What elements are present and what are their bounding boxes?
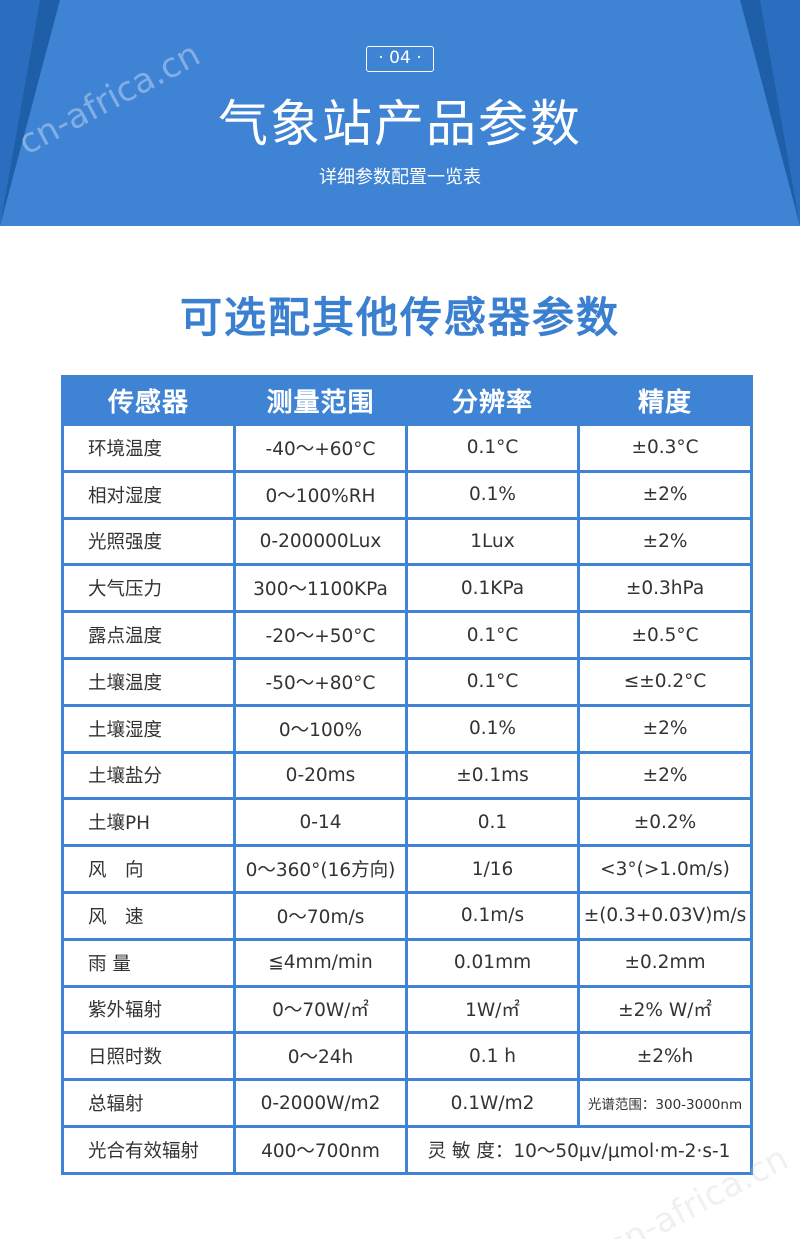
table-row: 土壤湿度 0～100% 0.1% ±2% <box>61 703 753 754</box>
table-row: 紫外辐射 0～70W/㎡ 1W/㎡ ±2% W/㎡ <box>61 984 753 1035</box>
table-row: 露点温度 -20～+50°C 0.1°C ±0.5°C <box>61 610 753 660</box>
cell-resolution: 1W/㎡ <box>405 984 580 1035</box>
table-row: 风 向 0～360°(16方向) 1/16 <3°(>1.0m/s) <box>61 844 753 894</box>
cell-resolution: 0.1% <box>405 469 580 520</box>
header-sensor: 传感器 <box>61 375 236 426</box>
cell-accuracy: ±2% <box>577 516 753 567</box>
cell-accuracy: ≤±0.2°C <box>577 656 753 707</box>
table-row: 环境温度 -40～+60°C 0.1°C ±0.3°C <box>61 423 753 473</box>
cell-range: 0-20ms <box>233 750 408 801</box>
cell-sensor: 雨 量 <box>61 937 236 988</box>
cell-resolution: 0.1°C <box>405 656 580 707</box>
cell-range: 0-14 <box>233 797 408 848</box>
cell-resolution: 1/16 <box>405 844 580 894</box>
cell-sensor: 风 速 <box>61 890 236 941</box>
cell-resolution: 0.1m/s <box>405 890 580 941</box>
cell-resolution: 0.1°C <box>405 423 580 473</box>
cell-accuracy: ±0.5°C <box>577 610 753 660</box>
sensor-spec-table: 传感器 测量范围 分辨率 精度 环境温度 -40～+60°C 0.1°C ±0.3°C… <box>61 375 753 1175</box>
cell-accuracy: <3°(>1.0m/s) <box>577 844 753 894</box>
cell-range: 300～1100KPa <box>233 563 408 614</box>
cell-range: 0～24h <box>233 1031 408 1082</box>
cell-sensor: 总辐射 <box>61 1078 236 1128</box>
table-row: 日照时数 0～24h 0.1 h ±2%h <box>61 1031 753 1082</box>
cell-resolution: 1Lux <box>405 516 580 567</box>
cell-sensor: 土壤盐分 <box>61 750 236 801</box>
header-resolution: 分辨率 <box>405 375 580 426</box>
table-row: 雨 量 ≦4mm/min 0.01mm ±0.2mm <box>61 937 753 988</box>
cell-sensor: 光合有效辐射 <box>61 1124 236 1175</box>
table-row: 相对湿度 0～100%RH 0.1% ±2% <box>61 469 753 520</box>
cell-range: 0-2000W/m2 <box>233 1078 408 1128</box>
cell-range: 0～100%RH <box>233 469 408 520</box>
cell-resolution: 0.1W/m2 <box>405 1078 580 1128</box>
cell-accuracy: ±2% W/㎡ <box>577 984 753 1035</box>
cell-sensitivity-merged: 灵 敏 度：10～50μv/μmol·m-2·s-1 <box>405 1124 753 1175</box>
header-accuracy: 精度 <box>577 375 753 426</box>
table-row: 风 速 0～70m/s 0.1m/s ±(0.3+0.03V)m/s <box>61 890 753 941</box>
cell-range: 400～700nm <box>233 1124 408 1175</box>
cell-sensor: 光照强度 <box>61 516 236 567</box>
cell-accuracy: ±0.3hPa <box>577 563 753 614</box>
cell-sensor: 相对湿度 <box>61 469 236 520</box>
cell-resolution: 0.1 h <box>405 1031 580 1082</box>
cell-accuracy: ±2% <box>577 703 753 754</box>
table-header-row: 传感器 测量范围 分辨率 精度 <box>61 375 753 426</box>
cell-accuracy: ±2% <box>577 469 753 520</box>
cell-sensor: 土壤PH <box>61 797 236 848</box>
cell-range: 0-200000Lux <box>233 516 408 567</box>
cell-resolution: ±0.1ms <box>405 750 580 801</box>
banner-right-edge <box>760 0 800 226</box>
page-title: 气象站产品参数 <box>218 95 582 153</box>
table-row: 土壤盐分 0-20ms ±0.1ms ±2% <box>61 750 753 801</box>
cell-resolution: 0.1°C <box>405 610 580 660</box>
cell-sensor: 露点温度 <box>61 610 236 660</box>
table-row: 总辐射 0-2000W/m2 0.1W/m2 光谱范围：300-3000nm <box>61 1078 753 1128</box>
cell-range: ≦4mm/min <box>233 937 408 988</box>
cell-range: -50～+80°C <box>233 656 408 707</box>
cell-accuracy: ±0.2mm <box>577 937 753 988</box>
table-row: 光照强度 0-200000Lux 1Lux ±2% <box>61 516 753 567</box>
table-row: 土壤PH 0-14 0.1 ±0.2% <box>61 797 753 848</box>
cell-resolution: 0.1% <box>405 703 580 754</box>
table-row: 大气压力 300～1100KPa 0.1KPa ±0.3hPa <box>61 563 753 614</box>
cell-sensor: 风 向 <box>61 844 236 894</box>
cell-sensor: 日照时数 <box>61 1031 236 1082</box>
cell-resolution: 0.01mm <box>405 937 580 988</box>
cell-range: -20～+50°C <box>233 610 408 660</box>
cell-range: 0～360°(16方向) <box>233 844 408 894</box>
cell-sensor: 紫外辐射 <box>61 984 236 1035</box>
cell-accuracy: 光谱范围：300-3000nm <box>577 1078 753 1128</box>
cell-accuracy: ±2% <box>577 750 753 801</box>
section-number-badge: · 04 · <box>366 46 434 72</box>
cell-range: -40～+60°C <box>233 423 408 473</box>
table-row-last: 光合有效辐射 400～700nm 灵 敏 度：10～50μv/μmol·m-2·… <box>61 1124 753 1175</box>
cell-sensor: 土壤温度 <box>61 656 236 707</box>
cell-sensor: 土壤湿度 <box>61 703 236 754</box>
cell-resolution: 0.1 <box>405 797 580 848</box>
cell-accuracy: ±(0.3+0.03V)m/s <box>577 890 753 941</box>
cell-range: 0～100% <box>233 703 408 754</box>
cell-range: 0～70m/s <box>233 890 408 941</box>
cell-accuracy: ±0.3°C <box>577 423 753 473</box>
table-row: 土壤温度 -50～+80°C 0.1°C ≤±0.2°C <box>61 656 753 707</box>
cell-resolution: 0.1KPa <box>405 563 580 614</box>
cell-range: 0～70W/㎡ <box>233 984 408 1035</box>
header-banner: cn-africa.cn · 04 · 气象站产品参数 详细参数配置一览表 <box>0 0 800 226</box>
banner-left-edge <box>0 0 40 226</box>
cell-sensor: 环境温度 <box>61 423 236 473</box>
header-range: 测量范围 <box>233 375 408 426</box>
cell-sensor: 大气压力 <box>61 563 236 614</box>
cell-accuracy: ±2%h <box>577 1031 753 1082</box>
page-subtitle: 详细参数配置一览表 <box>319 167 481 188</box>
cell-accuracy: ±0.2% <box>577 797 753 848</box>
section-title: 可选配其他传感器参数 <box>179 293 620 342</box>
